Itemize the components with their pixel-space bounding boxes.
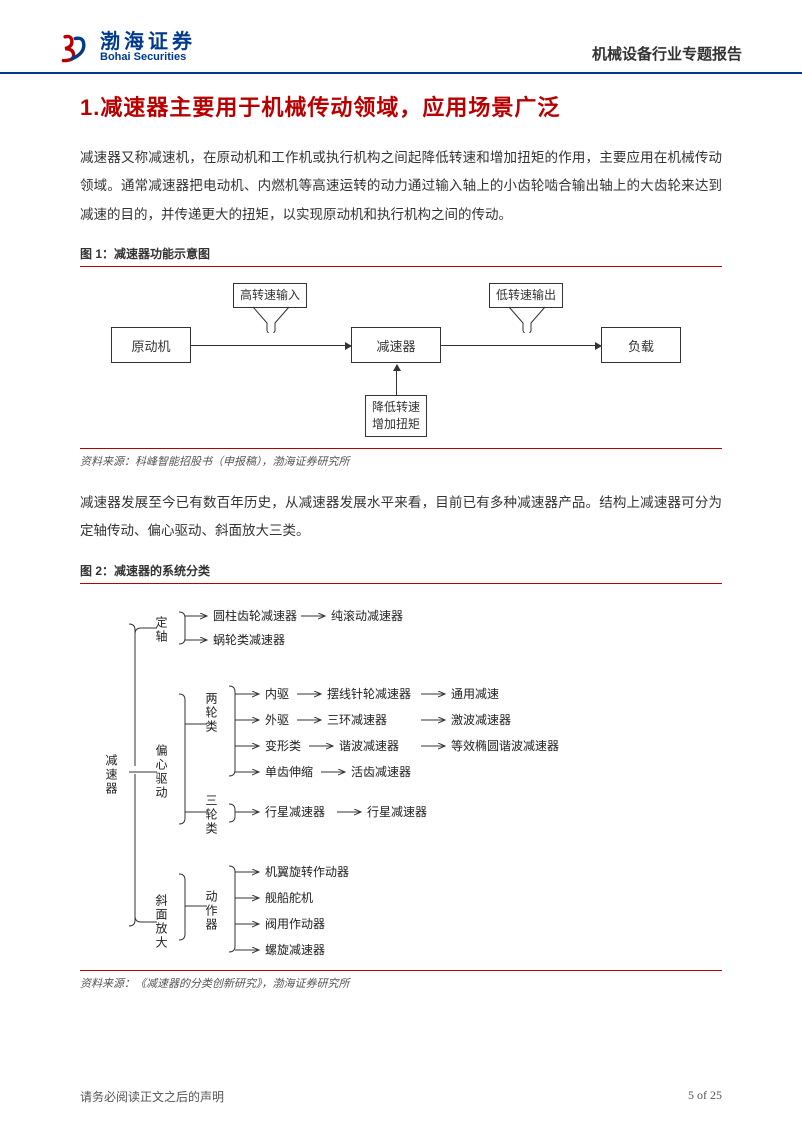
- fig2-act-2: 舰船舵机: [265, 890, 313, 905]
- figure-1-diagram: 原动机 减速器 负载 高转速输入 低转速输出 降低转速 增加扭矩: [111, 277, 691, 442]
- figure-2-source: 资料来源：《减速器的分类创新研究》，渤海证券研究所: [80, 970, 722, 995]
- figure-2-title: 图 2：减速器的系统分类: [80, 558, 722, 584]
- fig1-side-label: 降低转速 增加扭矩: [365, 395, 427, 437]
- fig2-eccentric: 偏心驱动: [154, 742, 168, 799]
- fig2-two-wheel: 两轮类: [204, 692, 218, 734]
- fig2-thw-1a: 行星减速器: [367, 805, 427, 819]
- fig2-inclined: 斜面放大: [154, 893, 168, 949]
- fig2-tw-1a: 摆线针轮减速器: [327, 686, 411, 701]
- funnel-icon: [507, 305, 547, 333]
- fig2-tw-4: 单齿伸缩: [265, 764, 313, 779]
- fig2-tw-2: 外驱: [265, 713, 289, 727]
- fig2-tw-2a: 三环减速器: [327, 713, 387, 727]
- fig2-fixed-1: 圆柱齿轮减速器: [213, 608, 297, 623]
- fig2-act-1: 机翼旋转作动器: [265, 864, 349, 879]
- logo-text-en: Bohai Securities: [100, 52, 196, 63]
- fig1-load: 负载: [601, 327, 681, 363]
- fig1-prime-mover: 原动机: [111, 327, 191, 363]
- fig2-thw-1: 行星减速器: [265, 805, 325, 819]
- funnel-icon: [251, 305, 291, 333]
- footer-page: 5 of 25: [688, 1088, 722, 1105]
- bohai-wave-icon: [60, 30, 94, 64]
- fig2-tw-3a: 谐波减速器: [339, 739, 399, 753]
- fig2-fixed-axis: 定轴: [154, 614, 168, 643]
- fig2-three-wheel: 三轮类: [204, 794, 218, 836]
- fig2-act-4: 螺旋减速器: [265, 943, 325, 957]
- content: 1.减速器主要用于机械传动领域，应用场景广泛 减速器又称减速机，在原动机和工作机…: [0, 74, 802, 995]
- fig2-tw-1: 内驱: [265, 687, 289, 701]
- footer-disclaimer: 请务必阅读正文之后的声明: [80, 1088, 224, 1105]
- fig1-side-l1: 降低转速: [372, 400, 420, 414]
- page-header: 渤海证券 Bohai Securities 机械设备行业专题报告: [0, 0, 802, 74]
- logo: 渤海证券 Bohai Securities: [60, 30, 196, 64]
- fig2-root: 减速器: [104, 753, 118, 795]
- figure-1-source: 资料来源：科峰智能招股书（申报稿），渤海证券研究所: [80, 448, 722, 473]
- fig2-tw-1b: 通用减速: [451, 687, 499, 701]
- figure-2-diagram: 减速器 定轴 圆柱齿轮减速器 纯滚动减速器 蜗轮类减速器 偏心驱动 两轮类 内驱…: [101, 594, 701, 964]
- fig1-reducer: 减速器: [351, 327, 441, 363]
- section-heading: 1.减速器主要用于机械传动领域，应用场景广泛: [80, 90, 722, 122]
- fig2-actuator: 动作器: [204, 889, 218, 931]
- paragraph-2: 减速器发展至今已有数百年历史，从减速器发展水平来看，目前已有多种减速器产品。结构…: [80, 489, 722, 546]
- fig2-act-3: 阀用作动器: [265, 917, 325, 931]
- fig2-fixed-1-leaf: 纯滚动减速器: [331, 608, 403, 623]
- figure-1-title: 图 1：减速器功能示意图: [80, 241, 722, 267]
- fig2-tw-4a: 活齿减速器: [351, 765, 411, 779]
- fig2-tw-3: 变形类: [265, 738, 301, 753]
- fig2-tw-2b: 激波减速器: [451, 713, 511, 727]
- fig2-fixed-2: 蜗轮类减速器: [213, 632, 285, 647]
- logo-text-cn: 渤海证券: [100, 32, 196, 52]
- fig1-side-l2: 增加扭矩: [372, 417, 420, 431]
- page-footer: 请务必阅读正文之后的声明 5 of 25: [80, 1088, 722, 1105]
- fig2-tw-3b: 等效椭圆谐波减速器: [451, 738, 559, 753]
- paragraph-1: 减速器又称减速机，在原动机和工作机或执行机构之间起降低转速和增加扭矩的作用，主要…: [80, 144, 722, 229]
- document-title: 机械设备行业专题报告: [592, 43, 742, 64]
